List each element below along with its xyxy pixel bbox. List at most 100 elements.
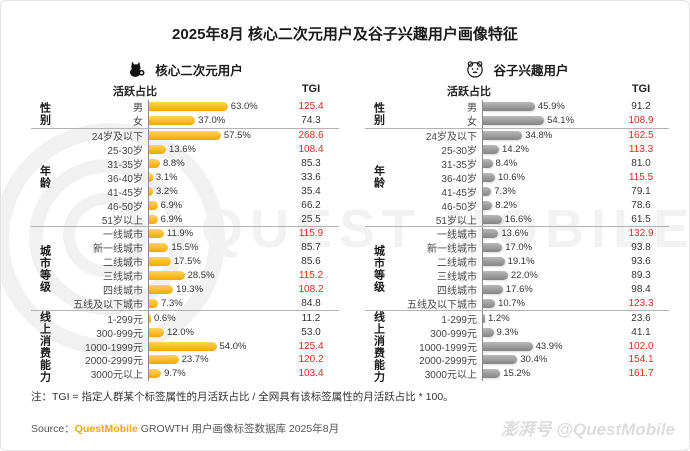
percent-value: 45.9% (537, 101, 565, 113)
group-rows: 24岁及以下 34.8% 162.5 25-30岁 14.2% 113.3 31-35岁 8.… (391, 128, 669, 227)
bar-cell: 45.9% (482, 100, 613, 114)
value-bar (149, 257, 171, 267)
group-label: 性别 (372, 101, 385, 126)
row-label: 1-299元 (107, 314, 143, 326)
bar-cell: 7.3% (148, 296, 283, 311)
percent-value: 7.3% (161, 297, 183, 309)
bar-cell: 54.1% (482, 113, 613, 128)
table-row: 五线及以下城市 7.3% 84.8 (57, 296, 339, 311)
table-row: 三线城市 22.0% 89.3 (391, 268, 669, 283)
cat-icon (127, 59, 147, 79)
table-row: 1-299元 1.2% 23.6 (391, 311, 669, 326)
table-row: 女 37.0% 74.3 (57, 113, 339, 129)
panel-goods-interest-users: 谷子兴趣用户 活跃占比 TGI 性别男 45.9% 91.2 女 54.1% 108.9 年龄 24… (365, 57, 669, 383)
group-rows: 一线城市 13.6% 132.9 新一线城市 17.0% 93.8 二线城市 19.1% 93.… (391, 227, 669, 311)
percent-value: 19.3% (176, 284, 204, 296)
table-row: 36-40岁 10.6% 115.5 (391, 170, 669, 185)
percent-value: 63.0% (230, 101, 258, 113)
value-bar (483, 369, 501, 379)
bar-cell: 8.8% (148, 156, 283, 171)
row-label: 一线城市 (437, 230, 477, 242)
value-bar (483, 271, 508, 281)
table-row: 四线城市 17.6% 98.4 (391, 282, 669, 297)
table-row: 25-30岁 13.6% 108.4 (57, 142, 339, 157)
row-label: 51岁以上 (101, 215, 143, 227)
tgi-value: 35.4 (301, 185, 321, 197)
percent-value: 15.2% (503, 368, 531, 380)
tgi-value: 91.2 (631, 101, 651, 113)
percent-value: 10.7% (498, 297, 526, 309)
row-label: 2000-2999元 (85, 356, 143, 368)
percent-value: 0.6% (154, 312, 176, 324)
tgi-value: 11.2 (301, 312, 321, 324)
tgi-value: 115.5 (628, 171, 654, 183)
tgi-value: 93.8 (631, 242, 651, 254)
tgi-value: 132.9 (628, 228, 654, 240)
tgi-value: 25.5 (301, 213, 321, 225)
tgi-value: 81.0 (631, 158, 651, 169)
percent-value: 13.6% (501, 228, 529, 240)
tgi-value: 120.2 (298, 354, 324, 366)
group-label: 年龄 (38, 165, 51, 190)
bar-cell: 22.0% (482, 268, 613, 283)
row-label: 二线城市 (437, 258, 477, 270)
bar-cell: 8.4% (482, 156, 613, 171)
tgi-value: 23.6 (631, 312, 651, 324)
row-label: 女 (133, 117, 143, 129)
row-label: 41-45岁 (107, 187, 143, 199)
value-bar (483, 116, 545, 126)
percent-value: 10.6% (498, 171, 525, 183)
tgi-value: 89.3 (631, 270, 651, 282)
category-group: 性别 男 45.9% 91.2 女 54.1% 108.9 (365, 100, 669, 128)
bar-cell: 0.6% (148, 311, 283, 326)
bear-icon (465, 59, 485, 79)
percent-value: 3.1% (155, 171, 178, 183)
tgi-value: 53.0 (301, 326, 321, 338)
percent-value: 15.5% (171, 242, 199, 254)
percent-value: 8.4% (495, 158, 518, 169)
table-row: 300-999元 12.0% 53.0 (57, 325, 339, 340)
table-row: 46-50岁 6.9% 66.2 (57, 198, 339, 213)
group-label: 城市等级 (38, 244, 51, 293)
percent-value: 12.0% (167, 326, 194, 338)
bar-cell: 13.6% (482, 227, 613, 241)
row-label: 女 (467, 117, 477, 129)
tgi-value: 161.7 (628, 368, 654, 380)
percent-value: 37.0% (198, 115, 226, 127)
tgi-value: 123.3 (628, 297, 654, 309)
value-bar (149, 327, 164, 337)
table-row: 51岁以上 6.9% 25.5 (57, 212, 339, 227)
category-group: 线上消费能力 1-299元 1.2% 23.6 300-999元 9.3% 41.1 1000… (365, 310, 669, 383)
value-bar (149, 116, 196, 126)
value-bar (483, 172, 495, 182)
value-bar (483, 257, 505, 267)
value-bar (483, 341, 533, 351)
category-group: 性别 男 63.0% 125.4 女 37.0% 74.3 (31, 100, 339, 128)
percent-value: 7.3% (494, 185, 516, 197)
tgi-value: 108.4 (298, 144, 324, 156)
table-row: 41-45岁 7.3% 79.1 (391, 184, 669, 199)
bar-cell: 17.5% (148, 254, 283, 269)
value-bar (149, 131, 221, 141)
bar-cell: 37.0% (148, 113, 283, 128)
bar-cell: 6.9% (148, 198, 283, 213)
tgi-value: 102.0 (628, 340, 654, 352)
bar-cell: 6.9% (148, 212, 283, 227)
group-label: 线上消费能力 (372, 311, 385, 384)
percent-value: 13.6% (169, 144, 196, 156)
bar-cell: 7.3% (482, 184, 613, 199)
tgi-value: 93.6 (631, 256, 651, 268)
table-row: 一线城市 11.9% 115.9 (57, 227, 339, 241)
value-bar (483, 200, 493, 210)
percent-value: 17.0% (505, 242, 533, 254)
tgi-header: TGI (301, 83, 321, 95)
row-label: 25-30岁 (441, 146, 477, 158)
bar-cell: 14.2% (482, 142, 613, 157)
bar-cell: 10.7% (482, 296, 613, 311)
group-rows: 一线城市 11.9% 115.9 新一线城市 15.5% 85.7 二线城市 17.5% 85.… (57, 227, 339, 311)
percent-value: 1.2% (488, 312, 510, 324)
row-label: 46-50岁 (107, 201, 143, 213)
tgi-value: 66.2 (301, 199, 321, 211)
value-bar (483, 243, 503, 253)
table-row: 24岁及以下 34.8% 162.5 (391, 128, 669, 143)
